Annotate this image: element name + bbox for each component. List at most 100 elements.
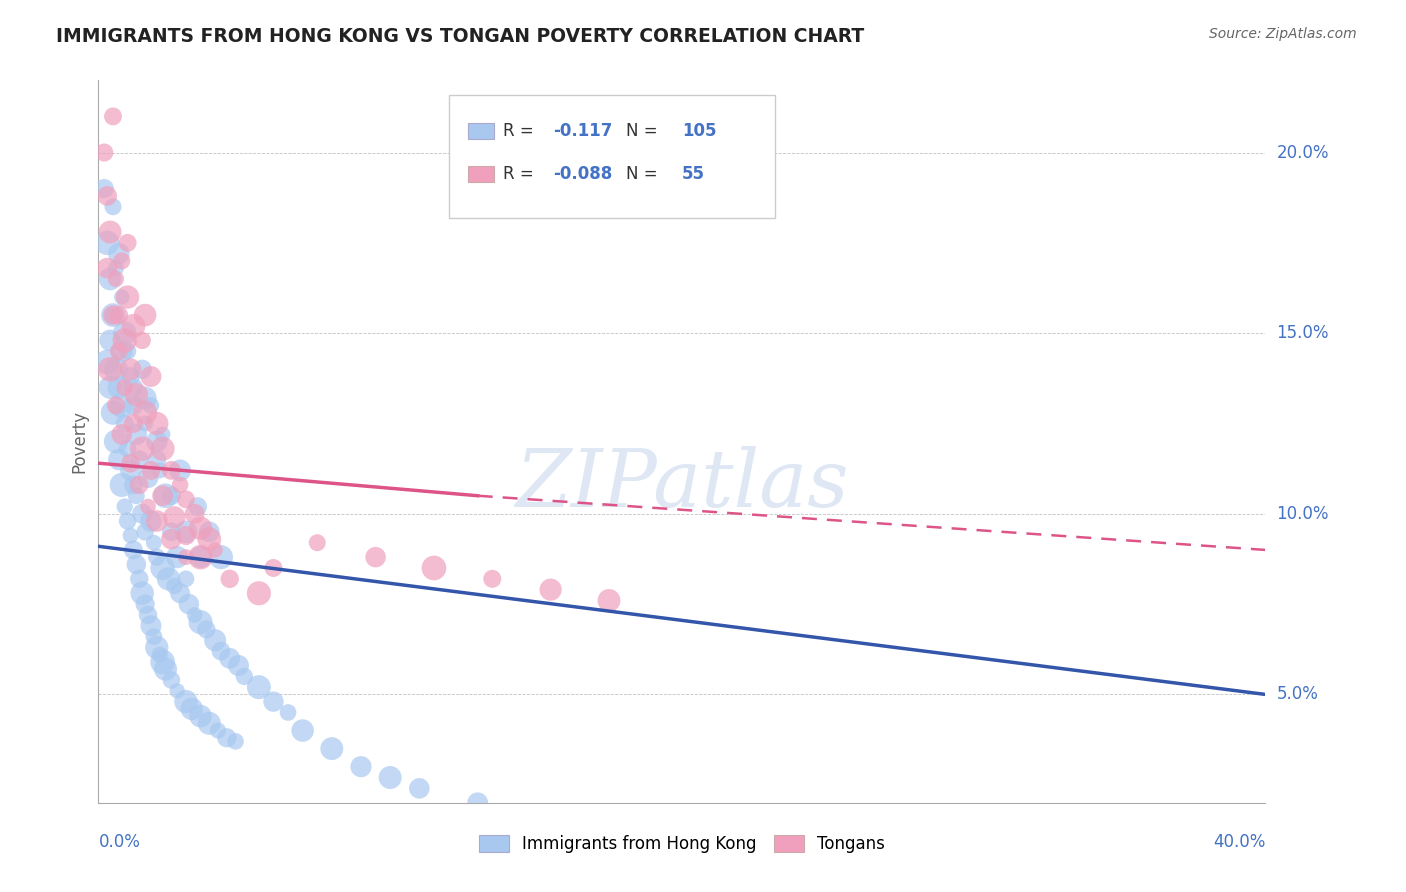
Text: R =: R = xyxy=(503,122,540,140)
Point xyxy=(125,558,148,572)
Point xyxy=(190,550,212,565)
Point xyxy=(101,406,124,420)
Point xyxy=(190,550,212,565)
Point xyxy=(122,542,145,557)
Point xyxy=(136,607,159,622)
Point xyxy=(122,318,145,333)
Point xyxy=(163,510,186,524)
Text: R =: R = xyxy=(503,165,540,183)
Point xyxy=(149,648,172,662)
Point xyxy=(93,145,115,160)
Point xyxy=(117,514,139,528)
Point xyxy=(247,586,270,600)
Point xyxy=(136,500,159,514)
Point xyxy=(277,706,299,720)
Point xyxy=(101,308,124,322)
Text: 15.0%: 15.0% xyxy=(1277,324,1329,343)
Point xyxy=(146,550,169,565)
Point xyxy=(177,597,200,611)
Point xyxy=(125,387,148,401)
Point xyxy=(207,723,229,738)
Point xyxy=(131,586,153,600)
Point xyxy=(136,471,159,485)
Point xyxy=(204,633,226,648)
Point xyxy=(128,478,150,492)
Point xyxy=(262,695,284,709)
Point xyxy=(183,507,205,521)
Point xyxy=(114,500,136,514)
Point xyxy=(209,550,232,565)
Point xyxy=(174,572,197,586)
Point xyxy=(215,731,238,745)
Point xyxy=(146,452,169,467)
Point xyxy=(117,235,139,250)
Point xyxy=(120,528,142,542)
Point xyxy=(131,442,153,456)
Point xyxy=(104,272,127,286)
Point xyxy=(104,398,127,412)
Point xyxy=(111,344,134,359)
Point xyxy=(111,253,134,268)
Point xyxy=(166,550,188,565)
Point xyxy=(93,181,115,195)
Point xyxy=(134,391,156,405)
Point xyxy=(152,561,174,575)
Point xyxy=(111,398,134,412)
Text: -0.117: -0.117 xyxy=(554,122,613,140)
Point xyxy=(101,308,124,322)
Point xyxy=(134,308,156,322)
Point xyxy=(122,478,145,492)
Point xyxy=(111,290,134,304)
Point xyxy=(125,427,148,442)
Point xyxy=(117,290,139,304)
Point xyxy=(198,524,221,539)
Point xyxy=(139,398,162,412)
Point xyxy=(142,535,165,549)
Point xyxy=(155,489,177,503)
Point xyxy=(98,362,121,376)
Point xyxy=(350,760,373,774)
Point xyxy=(160,524,183,539)
Text: IMMIGRANTS FROM HONG KONG VS TONGAN POVERTY CORRELATION CHART: IMMIGRANTS FROM HONG KONG VS TONGAN POVE… xyxy=(56,27,865,45)
Point xyxy=(108,246,131,260)
Point xyxy=(117,442,139,456)
Point xyxy=(198,532,221,546)
Point xyxy=(111,478,134,492)
Point xyxy=(101,200,124,214)
Text: 10.0%: 10.0% xyxy=(1277,505,1329,523)
Point xyxy=(146,417,169,431)
Point xyxy=(125,489,148,503)
Point xyxy=(120,456,142,470)
Text: -0.088: -0.088 xyxy=(554,165,613,183)
Point xyxy=(134,597,156,611)
Point xyxy=(96,235,118,250)
Point xyxy=(96,261,118,276)
Point xyxy=(114,417,136,431)
Point xyxy=(139,514,162,528)
Point xyxy=(160,463,183,477)
Point xyxy=(204,542,226,557)
FancyBboxPatch shape xyxy=(468,166,494,182)
Point xyxy=(423,561,446,575)
Point xyxy=(160,489,183,503)
Point xyxy=(481,572,503,586)
Point xyxy=(120,463,142,477)
Text: N =: N = xyxy=(626,165,662,183)
Point xyxy=(174,492,197,507)
Point xyxy=(114,380,136,394)
Text: 0.0%: 0.0% xyxy=(98,833,141,851)
Text: ZIPatlas: ZIPatlas xyxy=(515,446,849,524)
Text: 55: 55 xyxy=(682,165,704,183)
Point xyxy=(524,806,547,821)
Point xyxy=(101,109,124,123)
Point xyxy=(408,781,430,796)
Point xyxy=(169,586,191,600)
Point xyxy=(117,344,139,359)
Point xyxy=(180,702,202,716)
Point xyxy=(160,673,183,687)
Point xyxy=(120,369,142,384)
Point xyxy=(174,524,197,539)
Point xyxy=(291,723,314,738)
Point xyxy=(122,417,145,431)
Point xyxy=(190,709,212,723)
